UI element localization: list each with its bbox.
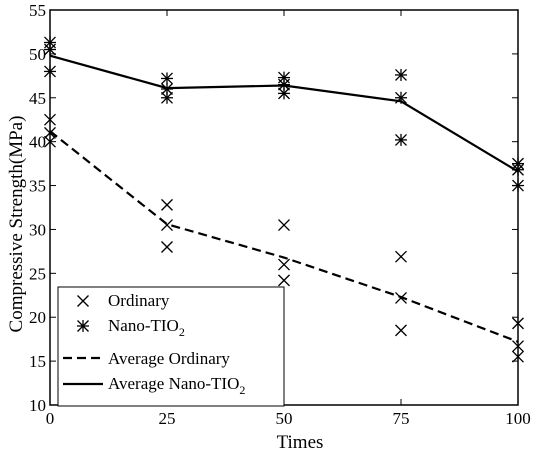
y-tick-label: 50 [29,45,46,64]
average-ordinary-line [49,130,519,343]
ordinary-point [161,198,173,211]
x-tick-label: 0 [46,409,55,428]
nano-point [161,72,173,85]
x-tick-label: 25 [159,409,176,428]
legend: Ordinary Nano-TIO2 Average Ordinary Aver… [57,286,285,407]
ordinary-point-stroke [278,219,290,232]
nano-point [161,83,173,95]
legend-label-nano-sub: 2 [179,325,185,339]
legend-box [57,286,285,407]
nano-point [395,133,407,146]
x-tick-label: 75 [393,409,410,428]
nano-point [395,68,407,81]
ordinary-point [278,258,290,271]
ordinary-point [278,219,290,232]
y-tick-label: 45 [29,89,46,108]
legend-marker-nano [77,320,89,332]
legend-label-avg-nano-main: Average Nano-TIO [108,374,239,393]
legend-label-avg-ordinary: Average Ordinary [108,349,230,368]
nano-point [278,71,290,84]
ordinary-point [395,324,407,337]
legend-label-nano-main: Nano-TIO [108,316,179,335]
ordinary-point-stroke [395,324,407,337]
y-tick-labels: 10 15 20 25 30 35 40 45 50 55 [29,1,46,415]
ordinary-point-stroke [395,250,407,263]
legend-x-marker [77,295,89,307]
legend-x-marker-stroke [77,295,89,307]
nano-point [395,91,407,104]
y-tick-label: 40 [29,133,46,152]
axis-ticks [49,9,519,406]
ordinary-point-stroke [161,198,173,211]
ordinary-point [161,219,173,232]
y-tick-label: 30 [29,220,46,239]
ordinary-point [278,274,290,287]
ordinary-point-stroke [161,241,173,253]
legend-label-nano: Nano-TIO2 [108,316,185,339]
legend-label-avg-nano: Average Nano-TIO2 [108,374,245,397]
y-axis-title: Compressive Strength(MPa) [6,116,27,333]
x-tick-labels: 0 25 50 75 100 [46,409,531,428]
ordinary-point-stroke [395,291,407,304]
ordinary-point [395,291,407,304]
ordinary-point-stroke [278,274,290,287]
y-tick-label: 25 [29,264,46,283]
legend-label-ordinary: Ordinary [108,291,170,310]
y-tick-label: 55 [29,1,46,20]
y-tick-label: 20 [29,308,46,327]
x-tick-label: 100 [505,409,531,428]
x-tick-label: 50 [276,409,293,428]
y-tick-label: 35 [29,177,46,196]
legend-label-avg-nano-sub: 2 [239,383,245,397]
legend-asterisk-marker [77,320,89,332]
ordinary-point [395,250,407,263]
legend-marker-ordinary [77,295,89,307]
y-tick-label: 15 [29,352,46,371]
ordinary-point-stroke [278,258,290,271]
y-tick-label: 10 [29,396,46,415]
ordinary-point [161,241,173,253]
x-axis-title: Times [277,432,324,453]
ordinary-point-stroke [161,219,173,232]
